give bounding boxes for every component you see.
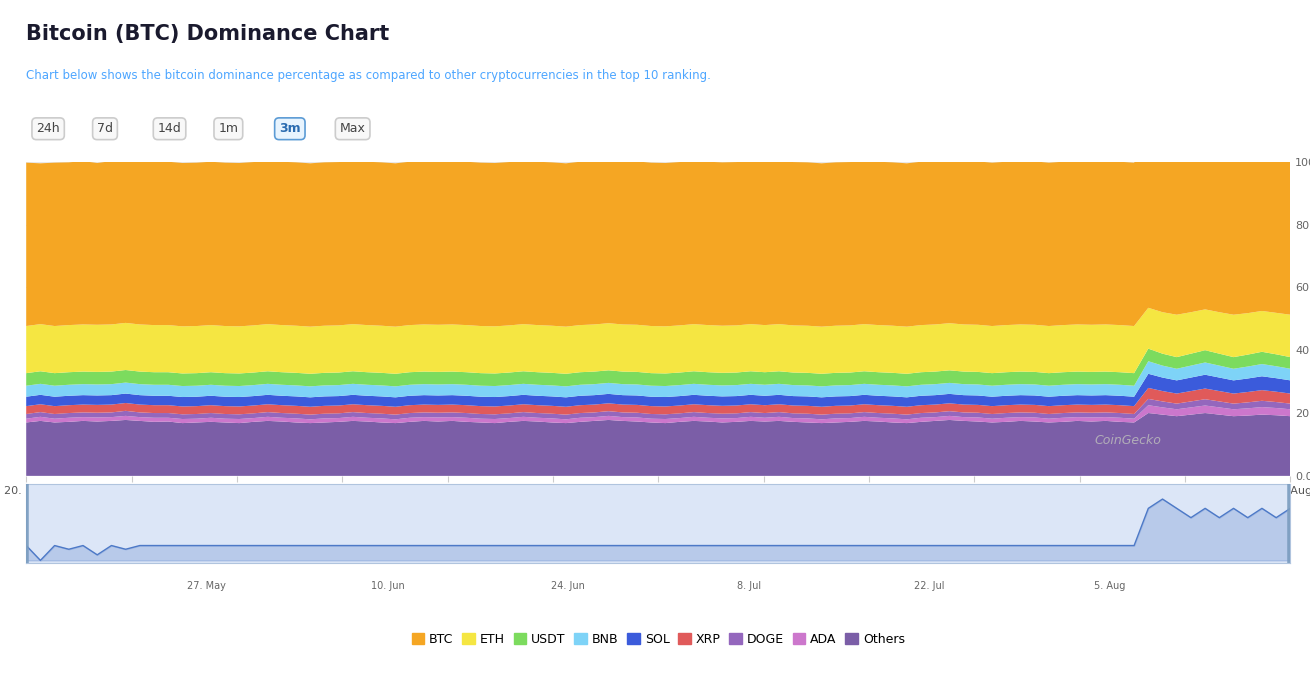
Text: 3m: 3m	[279, 122, 301, 135]
Text: Bitcoin (BTC) Dominance Chart: Bitcoin (BTC) Dominance Chart	[26, 24, 389, 44]
Text: 24h: 24h	[37, 122, 60, 135]
Text: 10. Jun: 10. Jun	[371, 581, 405, 591]
Text: 8. Jul: 8. Jul	[736, 581, 761, 591]
Text: Chart below shows the bitcoin dominance percentage as compared to other cryptocu: Chart below shows the bitcoin dominance …	[26, 69, 711, 82]
Text: CoinGecko: CoinGecko	[1094, 435, 1161, 447]
Text: 22. Jul: 22. Jul	[914, 581, 945, 591]
Text: 5. Aug: 5. Aug	[1094, 581, 1125, 591]
Text: 27. May: 27. May	[187, 581, 227, 591]
Text: 14d: 14d	[157, 122, 181, 135]
Text: 7d: 7d	[97, 122, 113, 135]
Legend: BTC, ETH, USDT, BNB, SOL, XRP, DOGE, ADA, Others: BTC, ETH, USDT, BNB, SOL, XRP, DOGE, ADA…	[411, 633, 905, 646]
Text: 24. Jun: 24. Jun	[552, 581, 586, 591]
Text: 1m: 1m	[219, 122, 238, 135]
Text: Max: Max	[339, 122, 365, 135]
